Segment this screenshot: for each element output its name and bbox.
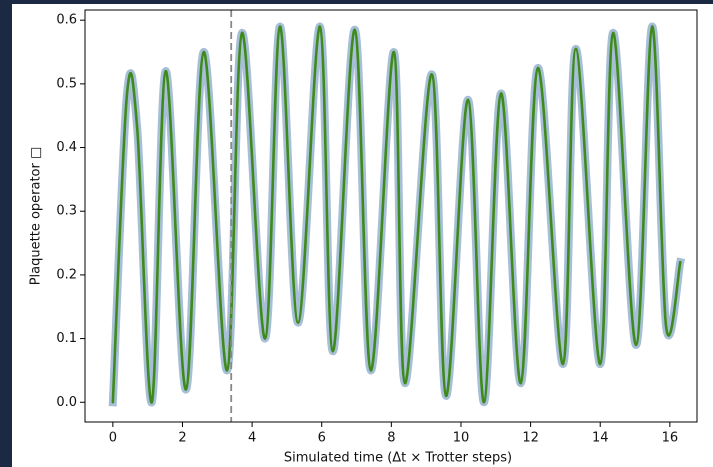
x-axis-label: Simulated time (Δt × Trotter steps): [284, 451, 512, 466]
y-tick-label: 0.3: [56, 204, 77, 219]
x-tick-label: 8: [387, 431, 395, 446]
y-axis-label: Plaquette operator □: [29, 147, 44, 286]
y-tick-label: 0.1: [56, 331, 77, 346]
x-tick-label: 2: [178, 431, 186, 446]
x-tick-label: 0: [109, 431, 117, 446]
x-tick-label: 4: [248, 431, 256, 446]
x-tick-label: 12: [522, 431, 539, 446]
y-tick-label: 0.4: [56, 140, 77, 155]
y-tick-label: 0.2: [56, 267, 77, 282]
y-tick-label: 0.6: [56, 13, 77, 28]
x-tick-label: 16: [662, 431, 679, 446]
y-tick-label: 0.5: [56, 76, 77, 91]
x-tick-label: 14: [592, 431, 609, 446]
x-tick-label: 10: [453, 431, 470, 446]
plot-frame: [84, 9, 698, 423]
x-tick-label: 6: [318, 431, 326, 446]
y-tick-label: 0.0: [56, 395, 77, 410]
line-series: [111, 25, 682, 404]
